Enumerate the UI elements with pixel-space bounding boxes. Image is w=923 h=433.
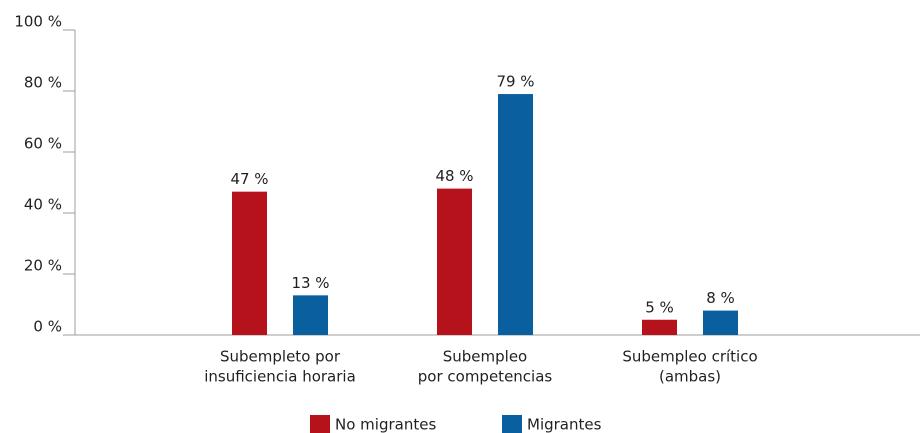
bar	[293, 295, 328, 335]
x-tick-label: (ambas)	[659, 368, 721, 386]
y-tick-label: 40 %	[24, 196, 62, 214]
legend-label: No migrantes	[335, 416, 436, 433]
x-tick-label: Subempleo	[443, 348, 528, 366]
x-tick-label: insuficiencia horaria	[204, 368, 356, 386]
value-label: 48 %	[435, 167, 473, 185]
bar	[642, 319, 677, 335]
bar	[703, 310, 738, 335]
x-tick-label: Subempleto por	[220, 348, 341, 366]
y-tick-label: 20 %	[24, 257, 62, 275]
y-tick-label: 100 %	[14, 13, 62, 31]
bar	[498, 94, 533, 335]
value-label: 5 %	[645, 298, 674, 316]
bar	[232, 191, 267, 335]
legend-swatch	[310, 415, 330, 433]
value-label: 47 %	[230, 170, 268, 188]
y-tick-label: 0 %	[33, 318, 62, 336]
value-label: 13 %	[291, 274, 329, 292]
value-label: 8 %	[706, 289, 735, 307]
bar	[437, 188, 472, 335]
value-label: 79 %	[496, 73, 534, 91]
x-tick-label: por competencias	[418, 368, 553, 386]
y-tick-label: 60 %	[24, 135, 62, 153]
legend-label: Migrantes	[527, 416, 602, 433]
legend-swatch	[502, 415, 522, 433]
x-tick-label: Subempleo crítico	[622, 348, 757, 366]
y-tick-label: 80 %	[24, 74, 62, 92]
